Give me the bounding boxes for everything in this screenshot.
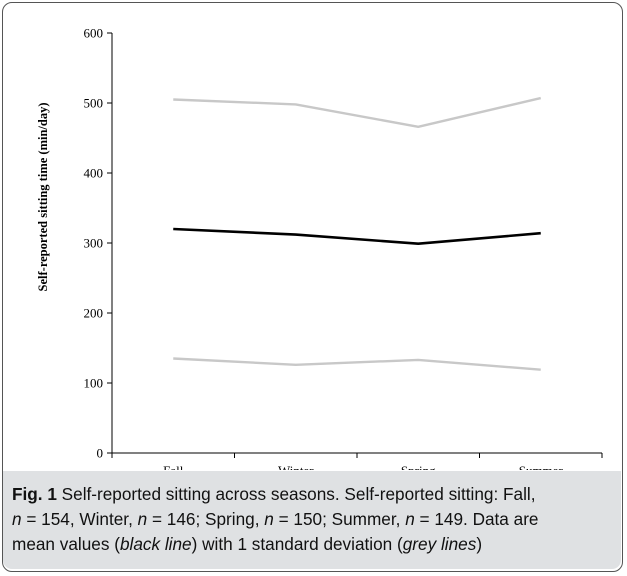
caption-line-1: Self-reported sitting across seasons. Se… [56, 484, 536, 504]
y-tick-label: 200 [84, 306, 104, 321]
x-tick-label: Fall [163, 463, 184, 470]
line-chart: Self-reported sitting time (min/day) 0 10… [36, 26, 603, 470]
plot-axes [107, 32, 603, 458]
caption-n-symbol: n [12, 509, 22, 529]
sd-series-line [173, 96, 542, 129]
caption-spring-count: = 150; Summer, [273, 509, 406, 529]
y-axis-label: Self-reported sitting time (min/day) [36, 103, 50, 292]
x-tick-label: Winter [278, 463, 314, 470]
y-tick-label: 300 [84, 236, 104, 251]
caption-fall-count: = 154, Winter, [21, 509, 138, 529]
caption-text: ) [476, 534, 483, 554]
mean-series-line [173, 227, 541, 245]
caption-winter-count: = 146; Spring, [147, 509, 265, 529]
caption-black-line-term: black line [119, 534, 192, 554]
caption-n-symbol: n [137, 509, 148, 529]
y-tick-labels: 0 100 200 300 400 500 600 [84, 26, 104, 461]
x-tick-label: Spring [401, 463, 436, 470]
caption-grey-lines-term: grey lines [402, 534, 477, 554]
y-tick-label: 0 [97, 446, 104, 461]
figure-caption: Fig. 1 Self-reported sitting across seas… [12, 482, 612, 557]
caption-n-symbol: n [264, 509, 274, 529]
caption-text: ) with 1 standard deviation ( [191, 534, 403, 554]
y-tick-label: 500 [84, 96, 104, 111]
y-tick-label: 600 [84, 26, 104, 41]
sd-series-line [173, 357, 541, 371]
y-tick-label: 400 [84, 166, 104, 181]
caption-background [3, 471, 621, 569]
y-tick-label: 100 [84, 376, 104, 391]
caption-text: mean values ( [12, 534, 120, 554]
caption-n-symbol: n [405, 509, 415, 529]
figure-label: Fig. 1 [12, 484, 57, 504]
x-tick-labels: Fall Winter Spring Summer [163, 463, 563, 470]
x-tick-label: Summer [519, 463, 564, 470]
caption-summer-count: = 149. Data are [414, 509, 539, 529]
series-lines [173, 96, 542, 371]
